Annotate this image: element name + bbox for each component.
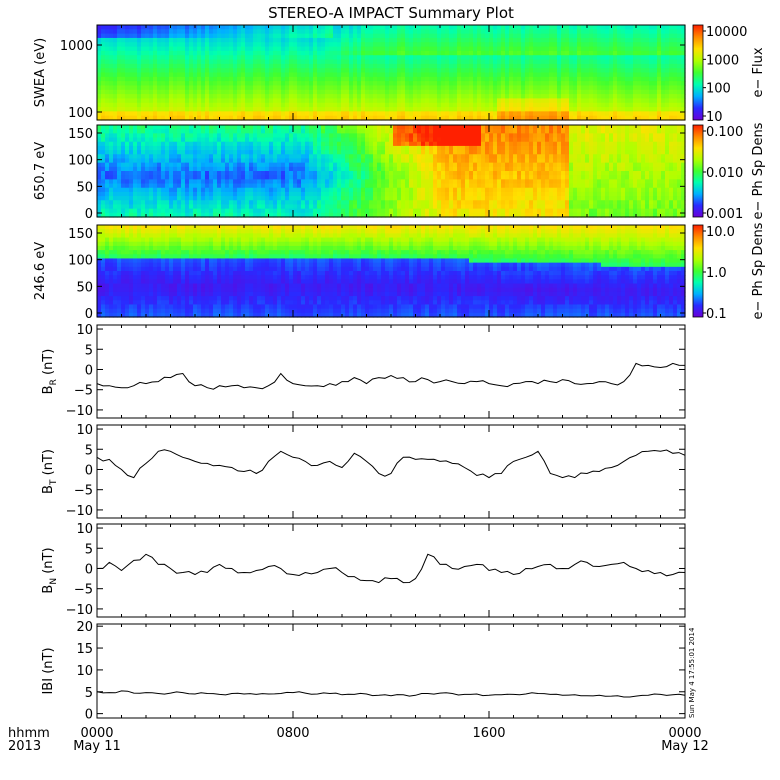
x-tick-label: 1600 xyxy=(472,726,505,741)
series-line-Bmag xyxy=(96,690,686,698)
y-tick-label: 20 xyxy=(76,620,93,635)
y-axis-label: BR (nT) xyxy=(41,349,59,395)
panel-frame xyxy=(96,324,686,419)
y-tick-label: −5 xyxy=(74,484,93,499)
x-tick-label: 0000 xyxy=(668,726,701,741)
series-line-BT xyxy=(96,449,686,479)
spectrogram-pad246: 150 100 50 0 246.6 eV 10.0 1.0 0.1 e− Ph Sp Dens xyxy=(33,222,766,322)
y-tick-label: −5 xyxy=(74,384,93,399)
plot-title: STEREO-A IMPACT Summary Plot xyxy=(268,4,514,22)
panel-frame xyxy=(96,424,686,519)
y-axis-label: 246.6 eV xyxy=(33,242,48,300)
y-tick-label: 150 xyxy=(68,127,93,142)
colorbar xyxy=(692,224,704,318)
y-tick-label: 150 xyxy=(68,227,93,242)
colorbar-tick-label: 10.0 xyxy=(706,225,735,240)
y-tick-label: 5 xyxy=(85,686,93,701)
y-tick-label: 100 xyxy=(68,254,93,269)
colorbar-tick-label: 10 xyxy=(706,110,723,125)
colorbar-tick-label: 0.001 xyxy=(706,207,743,222)
y-tick-label: 10 xyxy=(76,423,93,438)
series-line-BN xyxy=(96,553,686,584)
colorbar-label: e− Ph Sp Dens xyxy=(751,222,766,319)
colorbar-tick-label: 0.010 xyxy=(706,166,743,181)
y-tick-label: 50 xyxy=(76,180,93,195)
colorbar-tick-label: 0.1 xyxy=(706,307,727,322)
colorbar-tick-label: 0.100 xyxy=(706,125,743,140)
y-tick-label: 10 xyxy=(76,522,93,537)
y-tick-label: 0 xyxy=(85,463,93,478)
y-tick-label: 10 xyxy=(76,664,93,679)
x-date-label: May 12 xyxy=(661,739,709,754)
y-axis-label: 650.7 eV xyxy=(33,142,48,200)
panel-frame xyxy=(96,623,686,719)
colorbar xyxy=(692,24,704,121)
y-axis-label: BN (nT) xyxy=(41,547,59,593)
y-tick-label: 5 xyxy=(85,443,93,458)
y-tick-label: 0 xyxy=(85,207,93,222)
y-tick-label: 5 xyxy=(85,542,93,557)
y-tick-label: −10 xyxy=(66,404,93,419)
y-tick-label: 0 xyxy=(85,307,93,322)
y-tick-label: 0 xyxy=(85,708,93,723)
y-tick-label: 1000 xyxy=(60,39,93,54)
panel-frame xyxy=(96,523,686,618)
time-row2-label: 2013 xyxy=(8,739,41,754)
y-tick-label: 100 xyxy=(68,106,93,121)
y-axis-label: BT (nT) xyxy=(41,449,59,494)
colorbar-tick-label: 100 xyxy=(706,82,731,97)
y-axis-label: SWEA (eV) xyxy=(33,38,48,107)
line-panel-BR: 10 5 0 −5 −10 BR (nT) xyxy=(41,323,686,419)
line-panel-Bmag: 20 15 10 5 0 IBI (nT) xyxy=(41,620,686,723)
x-date-label: May 11 xyxy=(73,739,121,754)
line-panel-BT: 10 5 0 −5 −10 BT (nT) xyxy=(41,423,686,519)
spectrogram-pad650: 150 100 50 0 650.7 eV 0.100 0.010 0.001 e− Ph Sp… xyxy=(33,122,766,222)
y-tick-label: −10 xyxy=(66,504,93,519)
y-tick-label: −5 xyxy=(74,583,93,598)
series-line-BR xyxy=(96,362,686,390)
colorbar-label: e− Flux xyxy=(751,47,766,97)
y-tick-label: 100 xyxy=(68,154,93,169)
y-axis-label: IBI (nT) xyxy=(41,647,56,694)
colorbar xyxy=(692,124,704,218)
y-tick-label: 0 xyxy=(85,562,93,577)
y-tick-label: 15 xyxy=(76,642,93,657)
y-tick-label: 10 xyxy=(76,323,93,338)
y-tick-label: 50 xyxy=(76,280,93,295)
generation-timestamp: Sun May 4 17:55:01 2014 xyxy=(688,627,696,718)
y-tick-label: −10 xyxy=(66,603,93,618)
spectrogram-swea: 1000 100 SWEA (eV) 10000 1000 100 10 e− Flux xyxy=(33,24,766,125)
colorbar-tick-label: 1.0 xyxy=(706,266,727,281)
y-tick-label: 0 xyxy=(85,363,93,378)
x-tick-label: 0000 xyxy=(80,726,113,741)
x-tick-label: 0800 xyxy=(276,726,309,741)
colorbar-tick-label: 10000 xyxy=(706,25,747,40)
colorbar-label: e− Ph Sp Dens xyxy=(751,122,766,219)
line-panel-BN: 10 5 0 −5 −10 BN (nT) xyxy=(41,522,686,618)
colorbar-tick-label: 1000 xyxy=(706,53,739,68)
time-row1-label: hhmm xyxy=(8,726,50,741)
y-tick-label: 5 xyxy=(85,343,93,358)
